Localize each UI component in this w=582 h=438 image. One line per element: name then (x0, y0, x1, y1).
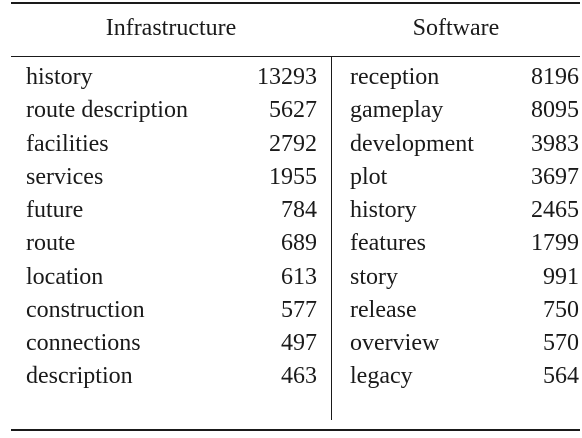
software-count: 8196 (531, 64, 579, 90)
table-body: history 13293 reception 8196 route descr… (0, 61, 582, 394)
infrastructure-term: future (26, 197, 84, 223)
infrastructure-count: 689 (281, 230, 317, 257)
column-divider (331, 57, 332, 420)
software-term: overview (350, 330, 440, 356)
software-count: 570 (543, 330, 579, 356)
software-count: 3983 (531, 130, 579, 157)
table-row: route 689 features 1799 (0, 227, 582, 260)
infrastructure-count: 2792 (269, 130, 317, 157)
software-term: reception (350, 64, 440, 90)
software-term: story (350, 263, 398, 290)
software-term: gameplay (350, 97, 444, 124)
software-term: plot (350, 163, 388, 190)
infrastructure-term: construction (26, 296, 145, 323)
infrastructure-term: route (26, 230, 76, 257)
software-count: 8095 (531, 97, 579, 124)
software-count: 991 (543, 263, 579, 290)
software-count: 750 (543, 296, 579, 323)
table-row: future 784 history 2465 (0, 194, 582, 227)
infrastructure-term: location (26, 263, 104, 290)
infrastructure-term: services (26, 163, 104, 190)
infrastructure-count: 13293 (257, 64, 317, 90)
top-rule (11, 2, 580, 4)
table-row: facilities 2792 development 3983 (0, 128, 582, 161)
infrastructure-term: facilities (26, 130, 109, 157)
infrastructure-count: 463 (281, 363, 317, 390)
infrastructure-count: 784 (281, 197, 317, 223)
header-software: Software (412, 15, 500, 41)
infrastructure-count: 613 (281, 263, 317, 290)
software-term: legacy (350, 363, 413, 390)
infrastructure-term: route description (26, 97, 188, 124)
software-count: 1799 (531, 230, 579, 257)
infrastructure-count: 497 (281, 330, 317, 356)
table-row: description 463 legacy 564 (0, 360, 582, 393)
software-term: release (350, 296, 417, 323)
bottom-rule (11, 429, 580, 431)
infrastructure-count: 1955 (269, 163, 317, 190)
table-row: construction 577 release 750 (0, 294, 582, 327)
table-row: connections 497 overview 570 (0, 327, 582, 360)
infrastructure-count: 5627 (269, 97, 317, 124)
header-rule (11, 56, 580, 57)
infrastructure-count: 577 (281, 296, 317, 323)
table-row: route description 5627 gameplay 8095 (0, 94, 582, 127)
table-row: location 613 story 991 (0, 261, 582, 294)
software-count: 3697 (531, 163, 579, 190)
software-term: development (350, 130, 474, 157)
infrastructure-term: description (26, 363, 133, 390)
software-count: 2465 (531, 197, 579, 223)
header-infrastructure: Infrastructure (105, 15, 237, 41)
table-row: history 13293 reception 8196 (0, 61, 582, 94)
software-term: features (350, 230, 426, 257)
software-count: 564 (543, 363, 579, 390)
software-term: history (350, 197, 417, 223)
infrastructure-term: connections (26, 330, 141, 356)
infrastructure-term: history (26, 64, 93, 90)
table-row: services 1955 plot 3697 (0, 161, 582, 194)
